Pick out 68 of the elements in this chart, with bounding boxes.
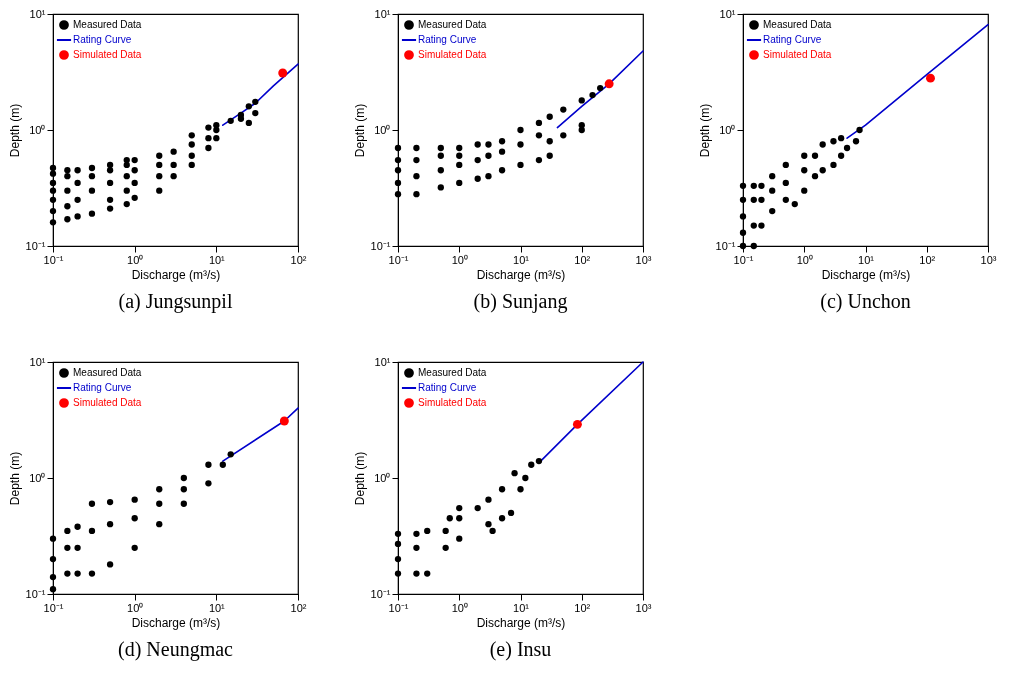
x-tick-label: 10³ xyxy=(980,253,997,266)
legend-label: Simulated Data xyxy=(73,397,142,408)
y-tick-label: 10⁻¹ xyxy=(370,587,391,600)
legend-label: Rating Curve xyxy=(73,34,132,45)
y-tick-label: 10⁻¹ xyxy=(370,239,391,252)
y-axis-title: Depth (m) xyxy=(7,451,22,506)
y-tick-label: 10¹ xyxy=(29,355,46,368)
y-tick-label: 10⁻¹ xyxy=(25,239,46,252)
text: (e) Insu xyxy=(489,638,552,661)
legend-label: Simulated Data xyxy=(73,49,142,60)
x-tick-label: 10¹ xyxy=(513,253,530,266)
x-tick-label: 10⁰ xyxy=(796,253,813,266)
y-tick-label: 10⁰ xyxy=(719,123,736,136)
y-axis-title: Depth (m) xyxy=(352,451,367,506)
legend-label: Simulated Data xyxy=(763,49,832,60)
legend-label: Rating Curve xyxy=(418,382,477,393)
x-tick-label: 10⁻¹ xyxy=(388,253,409,266)
y-tick-label: 10⁻¹ xyxy=(25,587,46,600)
y-tick-label: 10¹ xyxy=(374,355,391,368)
x-tick-label: 10⁰ xyxy=(127,601,144,614)
x-tick-label: 10¹ xyxy=(208,253,226,266)
x-axis-title: Discharge (m³/s) xyxy=(131,615,221,630)
x-tick-label: 10¹ xyxy=(208,601,226,614)
y-tick-label: 10⁻¹ xyxy=(715,239,736,252)
x-tick-label: 10³ xyxy=(635,253,652,266)
legend-label: Simulated Data xyxy=(418,397,487,408)
x-tick-label: 10¹ xyxy=(858,253,875,266)
x-tick-label: 10⁻¹ xyxy=(43,253,64,266)
legend-label: Rating Curve xyxy=(418,34,477,45)
text: (a) Jungsunpil xyxy=(118,290,233,313)
x-axis-title: Discharge (m³/s) xyxy=(131,267,221,282)
legend-label: Measured Data xyxy=(418,19,487,30)
x-axis-title: Discharge (m³/s) xyxy=(476,615,566,630)
x-tick-label: 10² xyxy=(290,253,307,266)
x-tick-label: 10⁻¹ xyxy=(388,601,409,614)
legend-label: Rating Curve xyxy=(763,34,822,45)
x-tick-label: 10⁻¹ xyxy=(733,253,754,266)
x-tick-label: 10⁰ xyxy=(451,253,468,266)
y-tick-label: 10¹ xyxy=(29,7,46,20)
y-axis-title: Depth (m) xyxy=(352,103,367,158)
legend-label: Measured Data xyxy=(418,367,487,378)
text: (d) Neungmac xyxy=(118,638,234,661)
x-tick-label: 10² xyxy=(290,601,307,614)
y-tick-label: 10¹ xyxy=(719,7,736,20)
x-tick-label: 10² xyxy=(919,253,936,266)
text: (b) Sunjang xyxy=(473,290,568,313)
y-tick-label: 10¹ xyxy=(374,7,391,20)
x-tick-label: 10⁰ xyxy=(127,253,144,266)
x-tick-label: 10⁻¹ xyxy=(43,601,64,614)
y-tick-label: 10⁰ xyxy=(29,471,46,484)
legend-label: Measured Data xyxy=(73,367,142,378)
y-tick-label: 10⁰ xyxy=(374,471,391,484)
y-tick-label: 10⁰ xyxy=(374,123,391,136)
legend-label: Rating Curve xyxy=(73,382,132,393)
x-tick-label: 10³ xyxy=(635,601,652,614)
x-tick-label: 10² xyxy=(574,601,591,614)
legend-label: Simulated Data xyxy=(418,49,487,60)
text: (c) Unchon xyxy=(820,290,911,313)
x-tick-label: 10⁰ xyxy=(451,601,468,614)
y-tick-label: 10⁰ xyxy=(29,123,46,136)
x-tick-label: 10² xyxy=(574,253,591,266)
x-axis-title: Discharge (m³/s) xyxy=(821,267,911,282)
x-axis-title: Discharge (m³/s) xyxy=(476,267,566,282)
x-tick-label: 10¹ xyxy=(513,601,530,614)
legend-label: Measured Data xyxy=(763,19,832,30)
y-axis-title: Depth (m) xyxy=(7,103,22,158)
legend-label: Measured Data xyxy=(73,19,142,30)
y-axis-title: Depth (m) xyxy=(697,103,712,158)
